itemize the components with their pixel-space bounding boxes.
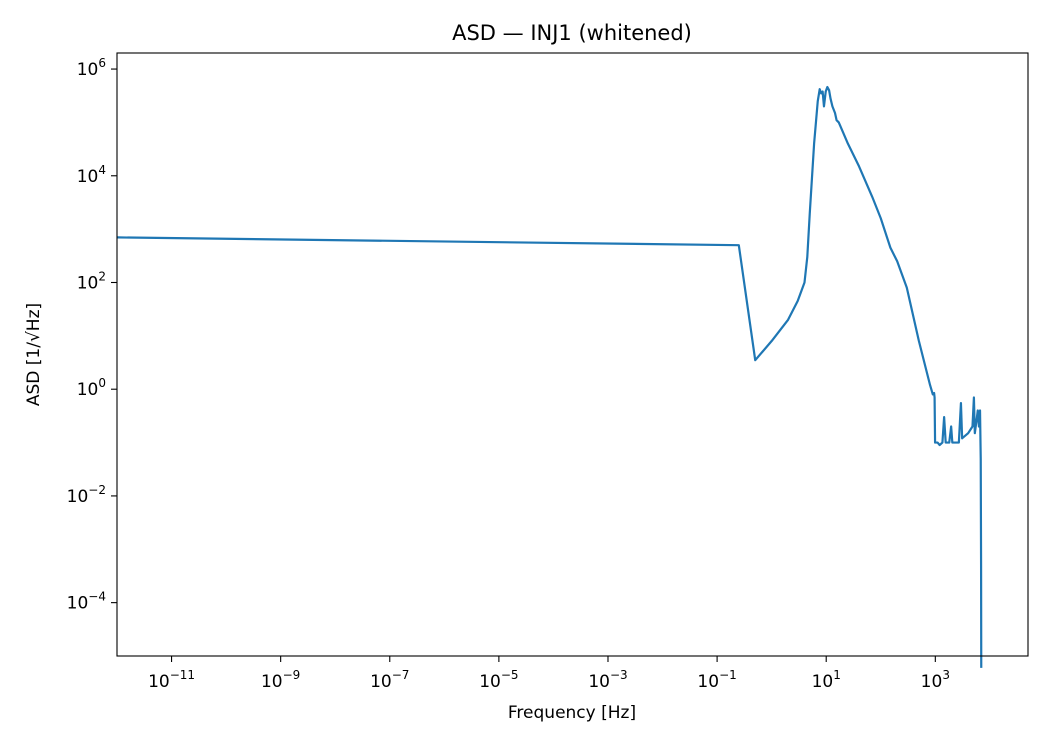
x-axis-label: Frequency [Hz] [508,703,636,723]
y-tick-label: 10−4 [67,590,106,614]
y-tick-label: 104 [77,163,106,187]
x-tick-label: 10−11 [148,668,195,692]
x-tick-label: 10−3 [588,668,627,692]
y-tick-label: 100 [77,376,106,400]
y-tick-label: 10−2 [67,483,106,507]
x-tick-label: 10−5 [479,668,518,692]
y-tick-label: 102 [77,269,106,293]
plot-area [116,85,983,668]
x-tick-label: 10−9 [261,668,300,692]
x-tick-label: 10−1 [697,668,736,692]
y-axis-label: ASD [1/√Hz] [24,303,44,406]
chart-title: ASD — INJ1 (whitened) [452,21,692,45]
x-tick-label: 10−7 [370,668,409,692]
x-axis-ticks: 10−11 10−9 10−7 10−5 10−3 10−1 101 103 [148,656,950,692]
x-tick-label: 101 [812,668,841,692]
y-tick-label: 106 [77,56,106,80]
y-axis-ticks: 10−4 10−2 100 102 104 106 [67,56,117,614]
series-line-0 [116,85,983,668]
x-tick-label: 103 [921,668,950,692]
axes-frame [116,52,1029,657]
